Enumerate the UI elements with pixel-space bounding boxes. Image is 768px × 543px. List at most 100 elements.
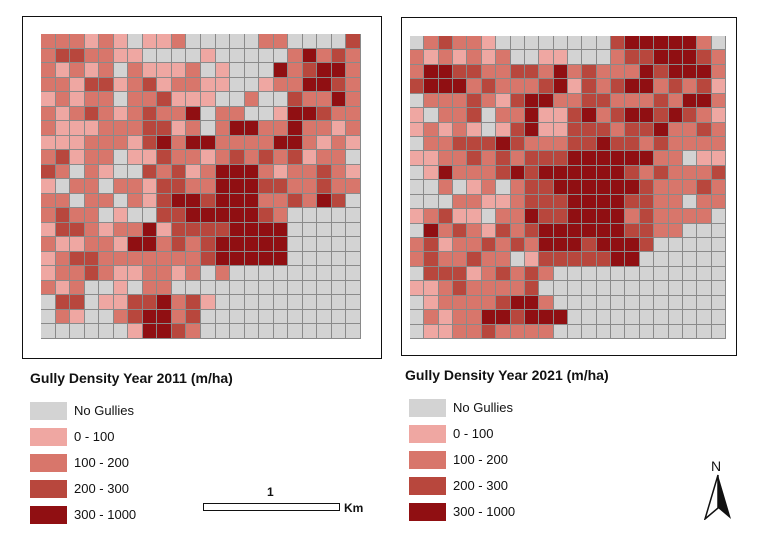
grid-cell	[467, 93, 482, 109]
grid-cell	[186, 280, 201, 296]
grid-cell	[317, 251, 332, 267]
grid-cell	[668, 180, 683, 195]
grid-cell	[553, 108, 568, 123]
grid-cell	[453, 79, 468, 94]
grid-cell	[611, 281, 626, 296]
grid-cell	[524, 324, 540, 339]
grid-cell	[524, 180, 540, 195]
grid-cell	[41, 150, 56, 165]
grid-cell	[611, 324, 626, 339]
grid-cell	[70, 324, 85, 339]
grid-cell	[567, 79, 583, 94]
grid-cell	[317, 208, 332, 223]
grid-cell	[84, 121, 100, 136]
grid-cell	[553, 194, 568, 210]
grid-cell	[84, 92, 100, 107]
grid-cell	[668, 79, 683, 94]
grid-cell	[55, 121, 71, 136]
grid-cell	[273, 193, 289, 209]
grid-cell	[668, 108, 683, 123]
grid-cell	[84, 77, 100, 93]
legend-label: 200 - 300	[74, 481, 129, 496]
grid-cell	[273, 222, 289, 238]
grid-cell	[186, 266, 201, 281]
grid-cell	[682, 194, 698, 210]
grid-cell	[611, 209, 626, 224]
grid-cell	[625, 151, 640, 166]
grid-cell	[697, 122, 712, 137]
grid-cell	[186, 295, 201, 310]
grid-cell	[55, 106, 71, 122]
grid-cell	[596, 295, 612, 311]
grid-cell	[171, 309, 187, 325]
grid-cell	[99, 106, 114, 122]
grid-cell	[596, 252, 612, 267]
grid-cell	[625, 165, 640, 181]
grid-cell	[639, 281, 655, 296]
grid-cell	[157, 121, 172, 136]
grid-cell	[215, 164, 231, 180]
legend-label: 200 - 300	[453, 478, 508, 493]
grid-cell	[142, 135, 158, 151]
grid-cell	[424, 266, 439, 282]
grid-cell	[711, 209, 726, 224]
grid-cell	[582, 79, 597, 94]
grid-cell	[711, 281, 726, 296]
grid-cell	[99, 193, 114, 209]
grid-cell	[288, 150, 303, 165]
grid-cell	[41, 48, 56, 64]
grid-cell	[157, 309, 172, 325]
grid-cell	[510, 36, 525, 51]
grid-cell	[697, 64, 712, 80]
grid-cell	[244, 251, 260, 267]
grid-cell	[317, 121, 332, 136]
grid-cell	[244, 77, 260, 93]
grid-cell	[331, 193, 347, 209]
grid-cell	[273, 280, 289, 296]
grid-cell	[331, 309, 347, 325]
grid-cell	[201, 63, 216, 78]
grid-cell	[453, 310, 468, 325]
grid-cell	[273, 48, 289, 64]
grid-cell	[582, 209, 597, 224]
legend-swatch	[409, 503, 446, 521]
grid-cell	[524, 295, 540, 311]
grid-cell	[41, 179, 56, 194]
grid-cell	[171, 106, 187, 122]
grid-cell	[41, 63, 56, 78]
grid-cell	[453, 295, 468, 311]
grid-cell	[524, 79, 540, 94]
grid-cell	[611, 93, 626, 109]
grid-cell	[99, 63, 114, 78]
grid-cell	[524, 165, 540, 181]
grid-cell	[625, 281, 640, 296]
grid-cell	[467, 108, 482, 123]
grid-cell	[625, 238, 640, 253]
grid-cell	[510, 93, 525, 109]
grid-cell	[346, 309, 361, 325]
grid-cell	[113, 237, 129, 252]
grid-cell	[288, 34, 303, 49]
grid-cell	[113, 121, 129, 136]
grid-cell	[41, 309, 56, 325]
grid-cell	[711, 266, 726, 282]
grid-cell	[142, 324, 158, 339]
grid-cell	[510, 122, 525, 137]
grid-cell	[317, 34, 332, 49]
grid-cell	[711, 165, 726, 181]
grid-cell	[611, 238, 626, 253]
grid-cell	[128, 164, 143, 180]
grid-cell	[596, 50, 612, 65]
grid-cell	[496, 108, 511, 123]
grid-cell	[496, 165, 511, 181]
grid-cell	[438, 194, 454, 210]
grid-cell	[84, 208, 100, 223]
grid-cell	[582, 137, 597, 152]
grid-cell	[510, 252, 525, 267]
grid-cell	[510, 266, 525, 282]
grid-cell	[625, 252, 640, 267]
grid-cell	[625, 324, 640, 339]
grid-cell	[582, 194, 597, 210]
grid-cell	[467, 180, 482, 195]
grid-cell	[625, 266, 640, 282]
